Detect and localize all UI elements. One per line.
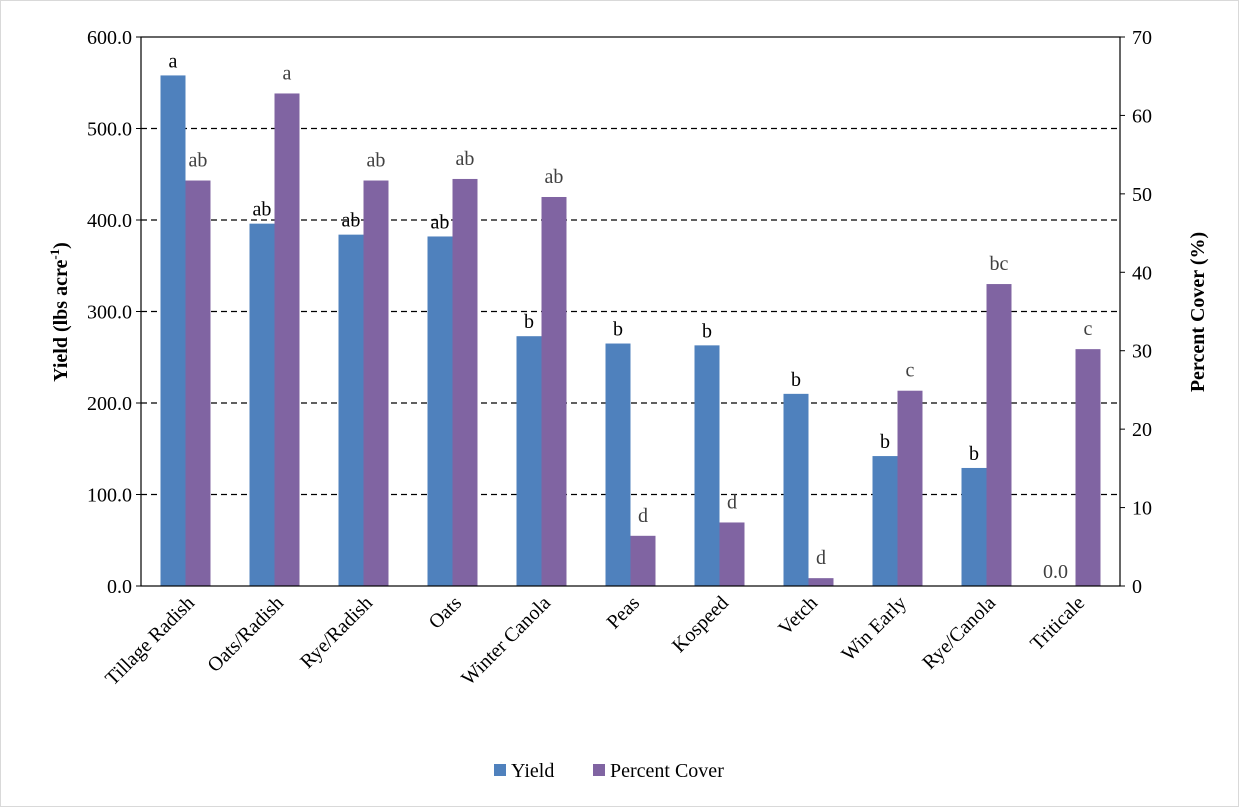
bar-percent-cover: [986, 284, 1012, 586]
legend-label-percent-cover: Percent Cover: [610, 760, 724, 782]
y2-tick-label: 50: [1132, 184, 1152, 206]
category-label: Oats: [425, 592, 467, 634]
bar-percent-cover: [630, 535, 656, 586]
y-tick-label: 400.0: [87, 210, 132, 232]
bar-yield: [338, 234, 364, 586]
bar-yield: [694, 345, 720, 586]
label-yield: ab: [431, 211, 450, 233]
label-yield: b: [880, 431, 890, 453]
label-yield: ab: [342, 210, 361, 232]
label-percent-cover: d: [816, 547, 826, 569]
bar-percent-cover: [185, 180, 211, 586]
y2-axis-tick-labels: 0 10 20 30 40 50 60 70: [1120, 27, 1152, 598]
label-percent-cover: bc: [990, 253, 1009, 275]
label-yield: b: [791, 369, 801, 391]
y2-tick-label: 60: [1132, 105, 1152, 127]
bar-percent-cover: [274, 93, 300, 587]
category-label: Win Early: [838, 592, 912, 666]
y-tick-label: 200.0: [87, 393, 132, 415]
y2-tick-label: 10: [1132, 498, 1152, 520]
bar-percent-cover: [452, 178, 478, 586]
label-percent-cover: ab: [367, 150, 386, 172]
bar-yield: [160, 75, 186, 587]
label-yield: b: [702, 320, 712, 342]
y2-tick-label: 30: [1132, 341, 1152, 363]
bar-percent-cover: [897, 390, 923, 586]
y2-tick-label: 0: [1132, 576, 1142, 598]
legend-label-yield: Yield: [511, 760, 554, 782]
y2-tick-label: 40: [1132, 262, 1152, 284]
bar-yield: [605, 343, 631, 586]
legend: Yield Percent Cover: [494, 760, 724, 782]
label-yield: a: [169, 50, 178, 72]
label-percent-cover: ab: [456, 148, 475, 170]
y-axis-title: Yield (lbs acre-1): [47, 242, 72, 382]
category-label: Peas: [603, 592, 645, 634]
label-percent-cover: a: [283, 62, 292, 84]
label-percent-cover: c: [906, 360, 915, 382]
y-tick-label: 600.0: [87, 27, 132, 49]
label-percent-cover: c: [1084, 318, 1093, 340]
bar-yield: [783, 393, 809, 586]
y-axis-title-superscript: -1: [47, 249, 62, 260]
bar-yield: [249, 223, 275, 586]
label-percent-cover: ab: [545, 166, 564, 188]
bar-yield: [427, 236, 453, 586]
label-yield: 0.0: [1043, 561, 1068, 583]
y-axis-title-close: ): [50, 242, 72, 249]
category-label: Tillage Radish: [101, 592, 199, 690]
legend-swatch-percent-cover: [593, 764, 605, 776]
y-axis-tick-labels: 0.0 100.0 200.0 300.0 400.0 500.0 600.0: [87, 27, 141, 598]
bar-percent-cover: [363, 180, 389, 586]
legend-swatch-yield: [494, 764, 506, 776]
category-label: Rye/Radish: [296, 592, 377, 673]
bars: [160, 75, 1101, 587]
y-tick-label: 500.0: [87, 119, 132, 141]
grid-lines: [141, 127, 1120, 496]
category-label: Kospeed: [668, 592, 733, 657]
y2-tick-label: 70: [1132, 27, 1152, 49]
y-tick-label: 300.0: [87, 302, 132, 324]
label-yield: b: [969, 443, 979, 465]
label-percent-cover: d: [727, 491, 737, 513]
y2-tick-label: 20: [1132, 419, 1152, 441]
category-label: Vetch: [774, 592, 822, 640]
category-labels: Tillage Radish Oats/Radish Rye/Radish OatsW…: [101, 592, 1089, 690]
bar-percent-cover: [719, 522, 745, 586]
bar-yield: [516, 336, 542, 586]
label-yield: ab: [253, 199, 272, 221]
category-label: Triticale: [1026, 592, 1089, 655]
label-yield: b: [613, 319, 623, 341]
y-axis-title-main: Yield (lbs acre: [50, 260, 72, 382]
category-label: Rye/Canola: [918, 592, 1000, 674]
y2-axis-title: Percent Cover (%): [1187, 232, 1209, 392]
bar-percent-cover: [541, 196, 567, 586]
label-percent-cover: d: [638, 505, 648, 527]
y-tick-label: 100.0: [87, 485, 132, 507]
y-tick-label: 0.0: [107, 576, 132, 598]
label-yield: b: [524, 311, 534, 333]
bar-yield: [872, 456, 898, 586]
bar-yield: [961, 467, 987, 586]
label-percent-cover: ab: [189, 150, 208, 172]
category-label: Winter Canola: [457, 592, 555, 690]
bar-percent-cover: [1075, 349, 1101, 586]
bar-percent-cover: [808, 578, 834, 586]
category-label: Oats/Radish: [203, 592, 288, 677]
